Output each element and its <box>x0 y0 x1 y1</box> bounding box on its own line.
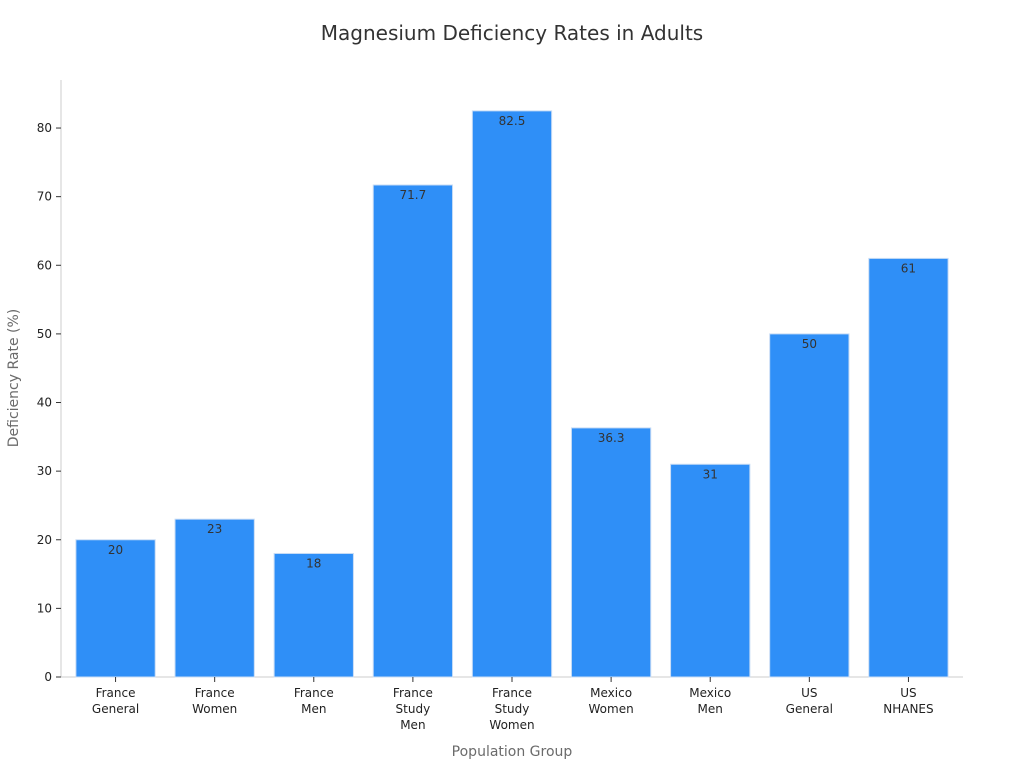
x-tick-label: France <box>393 686 433 700</box>
data-label: 50 <box>802 337 817 351</box>
bar <box>174 518 255 678</box>
y-tick-label: 80 <box>37 121 52 135</box>
bar <box>273 552 354 678</box>
bar <box>471 110 553 678</box>
y-tick-label: 10 <box>37 601 52 615</box>
chart-title: Magnesium Deficiency Rates in Adults <box>321 21 703 45</box>
x-tick-label: Men <box>301 702 326 716</box>
y-tick-label: 20 <box>37 533 52 547</box>
y-tick-label: 60 <box>37 258 52 272</box>
bar <box>75 539 156 678</box>
y-tick-label: 40 <box>37 396 52 410</box>
x-tick-label: Men <box>698 702 723 716</box>
bar <box>868 257 949 678</box>
bar <box>769 333 850 678</box>
x-tick-label: US <box>801 686 817 700</box>
x-tick-label: France <box>195 686 235 700</box>
data-label: 31 <box>703 467 718 481</box>
x-tick-label: Mexico <box>689 686 731 700</box>
data-label: 18 <box>306 556 321 570</box>
data-label: 20 <box>108 543 123 557</box>
x-tick-label: Study <box>495 702 530 716</box>
y-tick-label: 0 <box>44 670 52 684</box>
y-tick-label: 30 <box>37 464 52 478</box>
x-tick-label: General <box>92 702 139 716</box>
y-tick-label: 50 <box>37 327 52 341</box>
x-tick-label: France <box>294 686 334 700</box>
x-tick-label: Women <box>192 702 237 716</box>
bar <box>372 184 454 678</box>
x-tick-label: Women <box>489 718 534 732</box>
x-tick-label: France <box>492 686 532 700</box>
plot-area: 0 10 20 30 40 50 60 70 80 20 France General 23 France… <box>37 80 963 732</box>
y-tick-label: 70 <box>37 190 52 204</box>
x-tick-label: Men <box>400 718 425 732</box>
data-label: 23 <box>207 522 222 536</box>
x-tick-label: NHANES <box>883 702 933 716</box>
x-axis-label: Population Group <box>452 744 573 760</box>
x-tick-label: Mexico <box>590 686 632 700</box>
data-label: 71.7 <box>400 188 427 202</box>
x-tick-label: Women <box>589 702 634 716</box>
x-tick-label: France <box>96 686 136 700</box>
x-tick-label: US <box>900 686 916 700</box>
bar <box>570 427 652 678</box>
bar <box>670 463 751 678</box>
x-tick-label: General <box>786 702 833 716</box>
data-label: 36.3 <box>598 431 625 445</box>
y-axis-label: Deficiency Rate (%) <box>6 309 22 448</box>
data-label: 61 <box>901 261 916 275</box>
x-tick-label: Study <box>396 702 431 716</box>
data-label: 82.5 <box>499 114 526 128</box>
